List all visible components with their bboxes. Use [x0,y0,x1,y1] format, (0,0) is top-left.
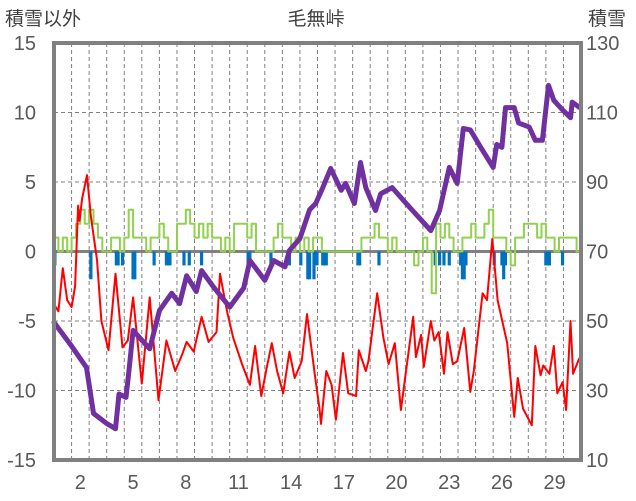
x-tick-label: 11 [228,472,249,494]
blue-bar [437,251,442,266]
blue-bar [502,251,506,280]
right-axis-ticks: 130 110 90 70 50 30 10 [586,33,619,472]
left-tick-label: 15 [14,33,36,55]
left-tick-label: 10 [14,103,36,125]
left-tick-label: -15 [7,450,36,472]
right-axis-label: 積雪 [588,8,626,30]
blue-bar [356,251,360,266]
x-tick-label: 20 [385,472,407,494]
blue-bar [321,251,325,266]
blue-bar [358,251,362,266]
x-tick-label: 23 [438,472,460,494]
x-tick-label: 14 [280,472,302,494]
plot-frame [52,41,583,462]
x-tick-label: 8 [180,472,191,494]
blue-bar [377,251,381,266]
blue-bar [500,251,504,266]
x-tick-label: 2 [75,472,86,494]
blue-bars-series [53,251,565,280]
blue-bar [462,251,466,280]
right-tick-label: 90 [586,172,608,194]
blue-bar [187,251,191,266]
left-tick-label: -10 [7,381,36,403]
blue-bar [546,251,550,266]
blue-bar [120,251,125,266]
blue-bar [131,251,135,280]
left-tick-label: -5 [18,311,36,333]
green-series-line [54,208,581,295]
right-tick-label: 110 [586,103,618,125]
blue-bar [299,251,303,266]
left-tick-label: 5 [25,172,36,194]
x-axis-ticks: 2 5 8 11 14 17 20 23 26 29 [75,472,566,494]
blue-bar [164,251,169,266]
series-lines [51,82,582,432]
blue-bar [133,251,137,280]
right-tick-label: 70 [586,242,608,264]
left-tick-label: 0 [25,242,36,264]
blue-bar [322,251,327,266]
blue-bar [114,251,118,266]
blue-bar [166,251,170,266]
x-tick-label: 5 [127,472,138,494]
blue-bar [442,251,446,266]
x-tick-label: 26 [491,472,513,494]
blue-bar [269,251,273,266]
blue-bar [152,251,156,266]
blue-bar [315,251,319,266]
blue-bar [447,251,451,266]
right-tick-label: 30 [586,381,608,403]
right-tick-label: 50 [586,311,608,333]
blue-bar [547,251,551,266]
left-axis-label: 積雪以外 [5,8,81,30]
blue-bar [459,251,463,266]
blue-bar [544,251,548,266]
blue-bar [116,251,120,266]
blue-bar [503,251,508,266]
blue-bar [460,251,465,280]
chart-title: 毛無峠 [287,8,344,30]
blue-bar [307,251,312,280]
blue-bar [246,251,250,266]
blue-bar [182,251,186,266]
blue-bar [306,251,310,280]
blue-bar [464,251,468,266]
left-axis-ticks: 15 10 5 0 -5 -10 -15 [7,33,36,472]
temperature-line [53,174,581,427]
blue-bar [89,251,93,280]
blue-bar [168,251,172,266]
x-tick-label: 17 [333,472,355,494]
x-tick-label: 29 [544,472,566,494]
blue-bar [324,251,328,266]
right-tick-label: 10 [586,450,608,472]
snow-depth-line [51,82,582,432]
blue-bar [560,251,565,266]
blue-bar [312,251,316,280]
blue-bar [199,251,204,266]
right-tick-label: 130 [586,33,619,55]
